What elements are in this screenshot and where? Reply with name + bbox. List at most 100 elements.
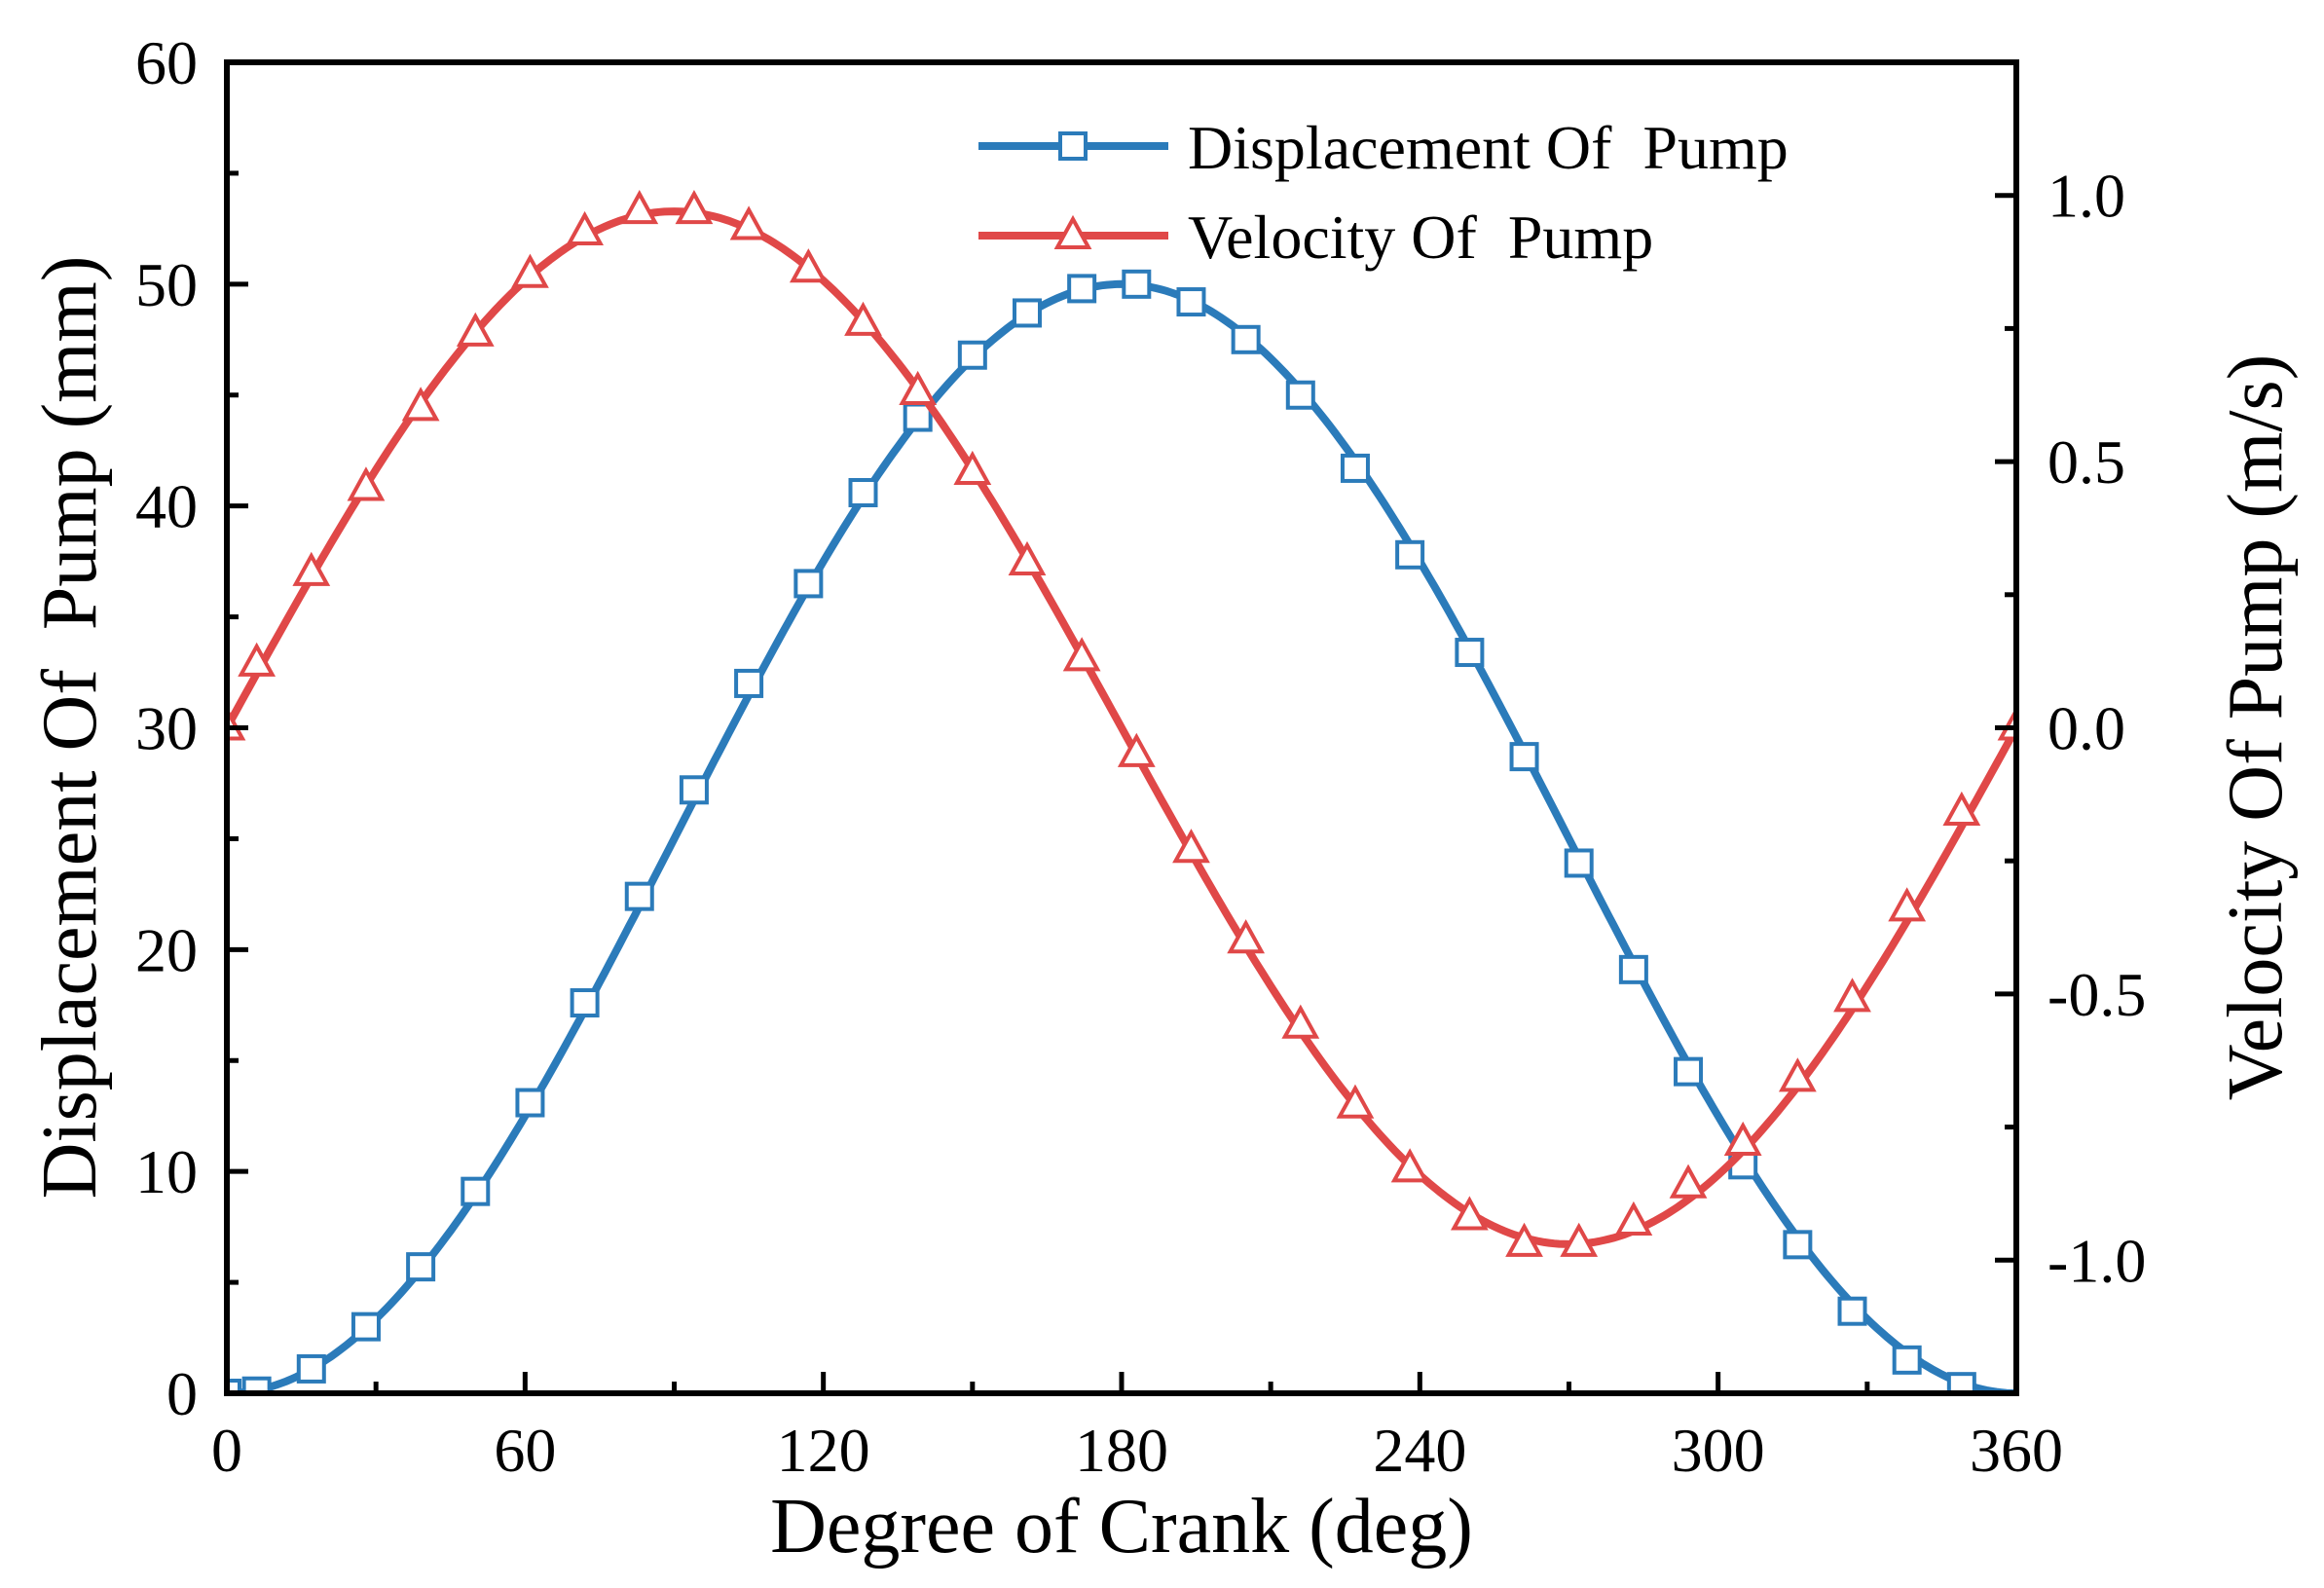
y-axis-title: Displacement Of Pump (mm) (27, 256, 113, 1200)
data-point (238, 642, 277, 677)
series-layer (227, 189, 2016, 1393)
legend-label-velocity: Velocity Of Pump (1188, 203, 1653, 272)
x-tick-label: 60 (494, 1416, 556, 1485)
y2-tick-label: 1.0 (2047, 162, 2125, 231)
data-point (1669, 1163, 1708, 1199)
y-tick-label: 60 (135, 28, 198, 97)
data-point (675, 189, 714, 225)
data-point (620, 189, 659, 225)
data-point (679, 775, 709, 805)
data-point (1227, 919, 1266, 954)
data-point (1837, 1296, 1867, 1326)
legend-marker-displacement (1058, 131, 1088, 161)
data-point (1122, 269, 1152, 299)
plot-area (224, 59, 2019, 1396)
data-point (844, 301, 882, 336)
x-tick-label: 120 (777, 1416, 870, 1485)
y2-tick-label: 0.5 (2047, 427, 2125, 497)
data-point (1723, 1121, 1762, 1157)
data-point (461, 1176, 491, 1206)
data-point (848, 477, 878, 507)
data-point (899, 370, 938, 406)
data-point (347, 466, 386, 501)
series-line (227, 207, 2016, 1248)
data-point (1942, 791, 1981, 826)
data-point (1231, 324, 1261, 354)
data-point (624, 881, 654, 911)
data-point (1062, 637, 1101, 672)
data-point (1509, 742, 1539, 772)
x-tick-label: 240 (1373, 1416, 1466, 1485)
data-point (1778, 1057, 1817, 1092)
data-point (1783, 1230, 1813, 1260)
data-point (350, 1311, 381, 1342)
data-point (401, 387, 440, 422)
data-point (296, 1353, 326, 1384)
data-point (729, 205, 768, 240)
x-tick-label: 180 (1075, 1416, 1168, 1485)
data-point (1281, 1004, 1320, 1039)
legend: Displacement Of Pump Velocity Of Pump (978, 113, 1789, 272)
y2-tick-label: -0.5 (2047, 960, 2146, 1029)
data-point (953, 450, 992, 486)
data-point (1451, 1196, 1489, 1231)
data-point (1176, 287, 1206, 317)
data-point (957, 340, 987, 370)
data-point (566, 210, 604, 245)
y2-tick-label: 0.0 (2047, 694, 2125, 763)
data-point (1008, 540, 1047, 575)
y-tick-label: 30 (135, 694, 198, 763)
data-point (515, 1088, 545, 1118)
series-displacement (227, 269, 2016, 1393)
data-point (292, 551, 331, 586)
y-tick-label: 40 (135, 472, 198, 541)
x-tick-label: 360 (1970, 1416, 2063, 1485)
y-tick-label: 50 (135, 250, 198, 319)
y2-axis-title: Velocity Of Pump (m/s) (2213, 354, 2299, 1101)
y-tick-label: 10 (135, 1137, 198, 1206)
data-point (1674, 1056, 1704, 1087)
data-point (511, 253, 549, 288)
data-point (793, 569, 824, 599)
legend-entry-displacement: Displacement Of Pump (978, 113, 1789, 182)
data-point (1833, 978, 1871, 1013)
legend-marker-velocity (1053, 214, 1092, 249)
data-point (1618, 954, 1648, 984)
y-tick-label: 0 (166, 1359, 198, 1428)
y2-tick-label: -1.0 (2047, 1226, 2146, 1295)
x-axis-title: Degree of Crank (deg) (770, 1484, 1473, 1570)
data-point (1505, 1222, 1543, 1257)
data-point (903, 402, 933, 432)
legend-label-displacement: Displacement Of Pump (1188, 113, 1789, 182)
series-line (227, 279, 2016, 1393)
data-point (406, 1252, 436, 1282)
data-point (456, 312, 495, 347)
x-tick-label: 300 (1672, 1416, 1765, 1485)
data-point (1564, 848, 1594, 878)
data-point (227, 1379, 241, 1393)
data-point (1340, 453, 1370, 483)
data-point (1892, 1345, 1922, 1375)
data-point (1012, 298, 1042, 328)
data-point (1390, 1148, 1429, 1183)
data-point (1172, 829, 1210, 864)
data-point (734, 668, 764, 698)
data-point (1560, 1222, 1599, 1257)
data-point (1067, 274, 1097, 304)
data-point (1117, 732, 1156, 767)
data-point (1888, 887, 1927, 922)
axes-layer: 0 60 120 180 240 300 360 0 10 20 30 40 50 60 -1.0 -0.5 0… (135, 28, 2146, 1485)
data-point (570, 988, 600, 1018)
data-point (1395, 539, 1425, 570)
y-tick-label: 20 (135, 915, 198, 984)
x-tick-label: 0 (211, 1416, 242, 1485)
series-velocity (227, 189, 2016, 1257)
data-point (1336, 1084, 1375, 1119)
data-point (1455, 638, 1485, 668)
data-point (789, 248, 828, 283)
data-point (1997, 706, 2016, 741)
legend-entry-velocity: Velocity Of Pump (978, 203, 1653, 272)
data-point (1285, 380, 1315, 410)
data-point (1946, 1372, 1976, 1393)
